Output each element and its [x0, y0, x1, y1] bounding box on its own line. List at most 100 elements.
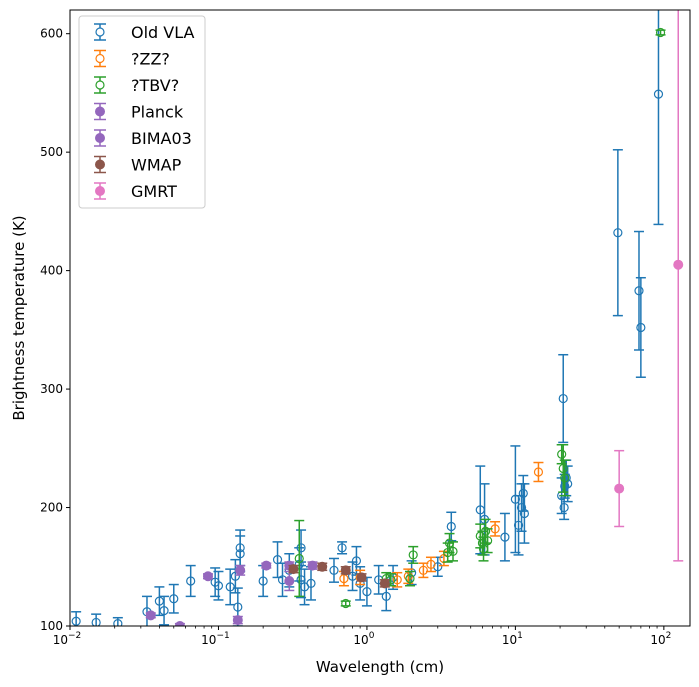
- data-point: [513, 520, 524, 530]
- data-point: [655, 27, 666, 38]
- series-wmap: [288, 561, 390, 589]
- y-tick-label: 100: [40, 619, 63, 633]
- data-point: [483, 536, 493, 546]
- data-point: [306, 578, 316, 588]
- x-tick-label: 102: [650, 631, 671, 647]
- data-point: [296, 543, 306, 553]
- x-axis-label: Wavelength (cm): [316, 658, 444, 676]
- data-point: [235, 549, 245, 559]
- data-point: [91, 617, 101, 626]
- legend-entry: Old VLA: [94, 23, 195, 42]
- legend-label: Old VLA: [131, 23, 195, 42]
- data-point: [258, 576, 268, 586]
- data-point: [232, 615, 243, 626]
- data-point: [235, 565, 246, 576]
- data-point: [174, 621, 185, 626]
- legend-entry: BIMA03: [94, 129, 192, 148]
- data-point: [351, 556, 362, 566]
- legend-label: GMRT: [131, 182, 177, 201]
- data-point: [288, 564, 299, 575]
- data-point: [225, 582, 235, 592]
- legend-marker: [95, 133, 105, 143]
- legend-marker: [95, 186, 105, 196]
- legend-label: WMAP: [131, 156, 182, 175]
- data-point: [186, 576, 196, 586]
- legend: Old VLA ?ZZ? ?TBV? Planck BIMA03 WMAP GMRT: [78, 15, 206, 209]
- data-point: [340, 565, 351, 576]
- data-point: [294, 553, 304, 564]
- legend-label: ?ZZ?: [131, 50, 170, 69]
- y-tick-label: 400: [40, 264, 63, 278]
- data-point: [500, 532, 510, 542]
- x-tick-label: 101: [502, 631, 523, 647]
- plot-frame: [69, 9, 691, 627]
- data-point: [381, 591, 391, 601]
- data-point: [329, 565, 339, 575]
- data-point: [560, 473, 570, 483]
- legend-entry: GMRT: [94, 182, 177, 201]
- x-tick-label: 10−1: [201, 631, 230, 647]
- data-point: [426, 559, 436, 570]
- data-point: [317, 561, 328, 572]
- data-point: [362, 587, 372, 597]
- legend-marker: [95, 53, 105, 64]
- data-point: [558, 393, 568, 404]
- data-point: [405, 574, 415, 584]
- data-point: [392, 575, 402, 585]
- data-point: [159, 605, 169, 616]
- y-tick-label: 500: [40, 145, 63, 159]
- legend-label: Planck: [131, 103, 184, 122]
- legend-entry: ?TBV?: [94, 76, 179, 95]
- data-point: [558, 463, 568, 474]
- data-point: [481, 526, 491, 536]
- legend-marker: [95, 159, 105, 170]
- data-point: [307, 560, 318, 571]
- legend-label: ?TBV?: [131, 76, 179, 95]
- y-tick-label: 600: [40, 27, 63, 41]
- legend-entry: Planck: [94, 103, 184, 122]
- x-tick-label: 10−2: [53, 631, 82, 647]
- data-point: [518, 488, 528, 498]
- legend-entry: WMAP: [94, 156, 182, 175]
- legend-label: BIMA03: [131, 129, 192, 148]
- y-tick-label: 300: [40, 382, 63, 396]
- legend-marker: [95, 106, 105, 117]
- data-point: [113, 619, 123, 626]
- data-point: [533, 467, 544, 477]
- y-tick-label: 200: [40, 501, 63, 515]
- data-point: [613, 228, 623, 238]
- legend-marker: [95, 27, 105, 37]
- legend-entry: ?ZZ?: [94, 50, 170, 69]
- series--tbv-: [294, 27, 666, 609]
- legend-box: [78, 15, 206, 209]
- data-point: [446, 521, 456, 532]
- legend-marker: [95, 80, 105, 90]
- data-point: [559, 502, 569, 513]
- data-point: [284, 575, 295, 586]
- data-point: [448, 546, 458, 556]
- data-point: [145, 610, 156, 621]
- data-layer: [71, 10, 684, 626]
- data-point: [673, 259, 684, 270]
- data-point: [634, 286, 644, 296]
- data-point: [408, 550, 418, 560]
- series-gmrt: [614, 10, 684, 562]
- x-tick-label: 100: [353, 631, 374, 647]
- data-point: [379, 578, 390, 589]
- data-point: [557, 449, 567, 459]
- axes: 100 200 300 400 500 600 10−2 10−1 100 101 102: [40, 27, 671, 647]
- data-point: [653, 89, 664, 99]
- data-point: [614, 483, 625, 494]
- data-point: [636, 322, 646, 333]
- data-point: [337, 543, 347, 553]
- data-point: [341, 598, 351, 609]
- data-point: [261, 560, 272, 571]
- data-point: [356, 572, 367, 583]
- data-point: [213, 581, 224, 591]
- data-point: [202, 571, 213, 582]
- data-point: [418, 565, 428, 575]
- data-point: [519, 508, 530, 519]
- data-point: [71, 616, 81, 626]
- y-axis-label: Brightness temperature (K): [10, 215, 28, 420]
